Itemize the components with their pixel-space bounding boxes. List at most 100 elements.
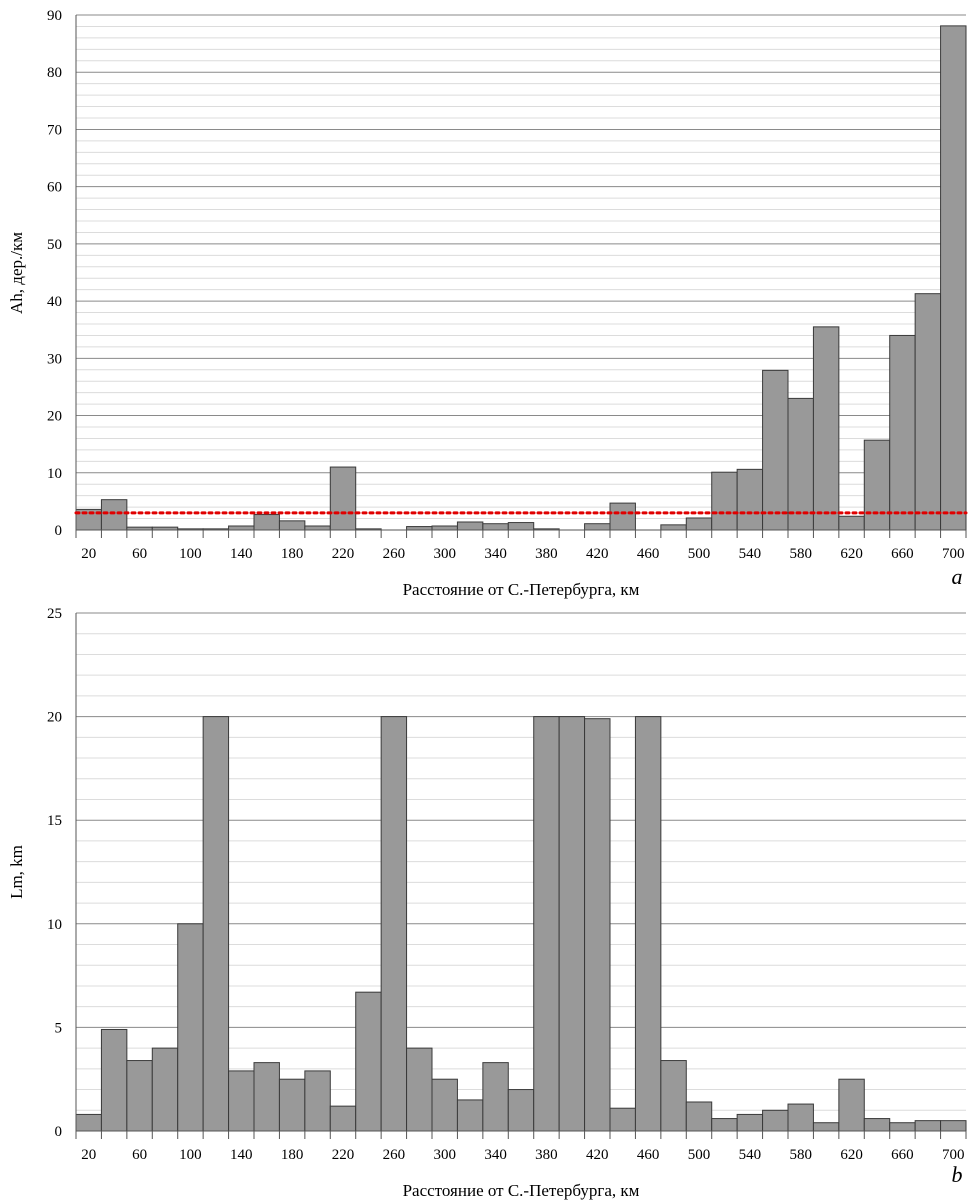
chart-b-x-ticks: 20 60 100 140 180 220 260 300 340 380 420 460 500 540…: [75, 1131, 967, 1163]
chart-a-bar: [914, 293, 942, 531]
chart-b-bar: [889, 1122, 916, 1132]
chart-b-bar: [228, 1070, 255, 1132]
chart-b-x-tick-label: 140: [230, 1147, 253, 1163]
chart-a-y-tick-label: 90: [47, 8, 62, 24]
chart-b-x-tick-label: 220: [332, 1147, 355, 1163]
chart-a-y-tick-label: 60: [47, 180, 62, 196]
chart-b-bar: [482, 1062, 509, 1132]
chart-a-y-tick-labels: 0 10 20 30 40 50 60 70 80 90: [47, 8, 62, 539]
chart-b-bar: [558, 716, 586, 1132]
chart-b-x-tick-label: 300: [433, 1147, 456, 1163]
chart-a-y-tick-label: 70: [47, 122, 62, 138]
chart-b-y-tick-label: 15: [47, 813, 62, 829]
chart-b-x-tick-label: 420: [586, 1147, 609, 1163]
chart-a-bar: [838, 515, 865, 531]
chart-a-bar: [304, 525, 331, 531]
chart-b-panel-label: b: [952, 1162, 963, 1187]
chart-b-x-tick-label: 460: [637, 1147, 660, 1163]
chart-a-ylabel: Ah, дер./км: [7, 232, 26, 314]
chart-b-x-tick-label: 380: [535, 1147, 558, 1163]
chart-b-bar: [380, 716, 408, 1132]
chart-a-x-tick-label: 500: [688, 546, 711, 562]
chart-b-bar: [736, 1113, 764, 1132]
chart-b-bar: [507, 1089, 535, 1132]
chart-a-panel-label: a: [952, 564, 963, 589]
chart-b-bar: [812, 1122, 840, 1132]
chart-a-y-tick-label: 30: [47, 351, 62, 367]
chart-b-x-tick-label: 540: [739, 1147, 762, 1163]
chart-b-bar: [253, 1062, 280, 1132]
chart-a-bar: [787, 397, 814, 531]
chart-b-bar: [533, 716, 560, 1132]
chart-b-bar: [787, 1103, 814, 1132]
chart-a-y-tick-label: 20: [47, 409, 62, 425]
chart-a-y-tick-label: 40: [47, 294, 62, 310]
chart-b-bar: [456, 1099, 484, 1132]
chart-a-y-tick-label: 50: [47, 237, 62, 253]
chart-a-bar: [584, 523, 611, 531]
chart-b-lm-histogram: Lm, km Расстояние от С.-Петербурга, км b…: [7, 606, 967, 1200]
chart-a-x-ticks: 20 60 100 140 180 220 260 300 340 380 420 460 500 540…: [75, 530, 967, 562]
chart-b-bar: [202, 716, 230, 1132]
chart-b-x-tick-label: 180: [281, 1147, 304, 1163]
chart-b-x-tick-label: 700: [942, 1147, 965, 1163]
chart-a-x-tick-label: 540: [739, 546, 762, 562]
chart-b-bar: [406, 1047, 433, 1132]
chart-a-x-tick-label: 420: [586, 546, 609, 562]
chart-b-y-tick-label: 20: [47, 710, 62, 726]
chart-a-y-tick-label: 10: [47, 466, 62, 482]
chart-b-bar: [126, 1060, 153, 1132]
chart-b-y-tick-label: 10: [47, 917, 62, 933]
chart-a-x-tick-label: 60: [132, 546, 147, 562]
chart-b-x-tick-label: 100: [179, 1147, 202, 1163]
chart-b-bar: [355, 991, 382, 1132]
chart-a-x-tick-label: 260: [383, 546, 406, 562]
chart-b-bar: [762, 1109, 789, 1132]
chart-a-bar: [863, 439, 891, 531]
chart-b-bar: [75, 1113, 102, 1132]
chart-b-bar: [838, 1078, 865, 1132]
chart-a-bar: [609, 502, 636, 531]
chart-a-x-tick-label: 340: [484, 546, 507, 562]
chart-a-y-tick-label: 80: [47, 65, 62, 81]
chart-a-bar: [100, 499, 128, 531]
chart-a-ah-histogram: Ah, дер./км Расстояние от С.-Петербурга,…: [7, 8, 968, 599]
chart-b-bar: [100, 1028, 128, 1132]
chart-a-x-tick-label: 140: [230, 546, 253, 562]
chart-b-x-tick-label: 580: [789, 1147, 812, 1163]
chart-a-x-tick-label: 300: [433, 546, 456, 562]
chart-b-bar: [304, 1070, 331, 1132]
chart-b-x-tick-label: 340: [484, 1147, 507, 1163]
chart-b-bars: [75, 716, 967, 1132]
chart-a-bar: [812, 326, 840, 531]
chart-a-bar: [278, 520, 306, 531]
chart-b-x-tick-label: 620: [840, 1147, 863, 1163]
chart-a-bar: [406, 526, 433, 531]
chart-a-bar: [940, 25, 967, 531]
chart-a-bar: [685, 517, 713, 531]
chart-a-x-tick-label: 660: [891, 546, 914, 562]
chart-b-bar: [711, 1118, 738, 1132]
chart-b-x-tick-label: 260: [383, 1147, 406, 1163]
chart-b-xlabel: Расстояние от С.-Петербурга, км: [403, 1181, 640, 1200]
chart-a-bar: [736, 468, 764, 531]
chart-b-bar: [685, 1101, 713, 1132]
chart-b-bar: [609, 1107, 636, 1132]
chart-a-bar: [660, 524, 687, 531]
chart-b-bar: [584, 718, 611, 1132]
chart-a-bar: [228, 525, 255, 531]
chart-a-bar: [889, 334, 916, 531]
chart-b-x-tick-label: 660: [891, 1147, 914, 1163]
chart-b-x-tick-label: 500: [688, 1147, 711, 1163]
chart-a-bar: [711, 471, 738, 531]
chart-a-xlabel: Расстояние от С.-Петербурга, км: [403, 580, 640, 599]
chart-a-x-tick-label: 620: [840, 546, 863, 562]
chart-a-bar: [507, 522, 535, 531]
chart-b-bar: [940, 1120, 967, 1132]
chart-b-y-tick-label: 25: [47, 606, 62, 622]
chart-a-x-tick-label: 700: [942, 546, 965, 562]
chart-b-bar: [634, 716, 662, 1132]
chart-b-bar: [177, 923, 204, 1132]
chart-a-x-tick-label: 460: [637, 546, 660, 562]
